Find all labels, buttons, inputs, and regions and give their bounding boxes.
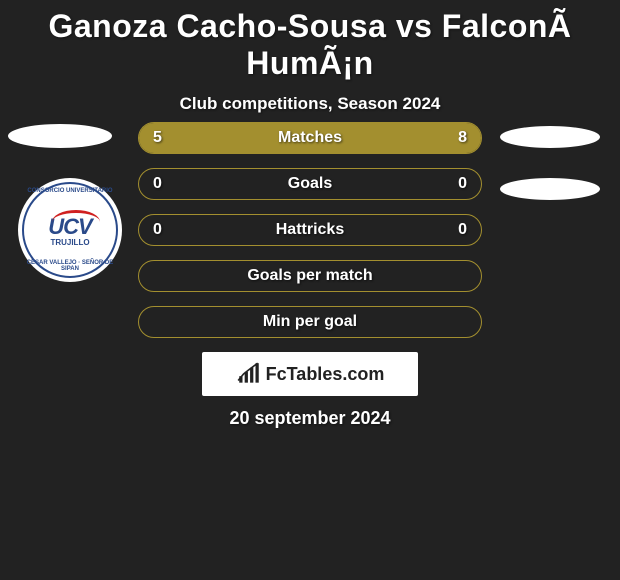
stat-right-value: 0 <box>458 221 467 239</box>
stat-row: Min per goal <box>138 306 482 338</box>
stat-right-value: 8 <box>458 129 467 147</box>
stat-right-value: 0 <box>458 175 467 193</box>
team-right-badge-1 <box>500 126 600 148</box>
page-title: Ganoza Cacho-Sousa vs FalconÃ HumÃ¡n <box>0 0 620 82</box>
stat-row: 5Matches8 <box>138 122 482 154</box>
logo-main-text: UCV <box>48 214 91 240</box>
stat-row: 0Hattricks0 <box>138 214 482 246</box>
logo-arc-text-top: CONSORCIO UNIVERSITARIO <box>18 188 122 194</box>
team-left-badge-top <box>8 124 112 148</box>
stats-container: 5Matches80Goals00Hattricks0Goals per mat… <box>138 122 482 352</box>
team-left-logo: CONSORCIO UNIVERSITARIO UCV TRUJILLO CES… <box>18 178 122 282</box>
date-text: 20 september 2024 <box>0 408 620 429</box>
stat-label: Hattricks <box>139 221 481 239</box>
branding-text: FcTables.com <box>266 364 385 385</box>
chart-icon <box>236 361 262 387</box>
stat-label: Goals <box>139 175 481 193</box>
stat-row: 0Goals0 <box>138 168 482 200</box>
branding-badge: FcTables.com <box>202 352 418 396</box>
stat-label: Min per goal <box>139 313 481 331</box>
stat-label: Goals per match <box>139 267 481 285</box>
stat-row: Goals per match <box>138 260 482 292</box>
logo-arc-text-bot: CESAR VALLEJO · SEÑOR DE SIPAN <box>18 260 122 272</box>
subtitle: Club competitions, Season 2024 <box>0 94 620 114</box>
team-right-badge-2 <box>500 178 600 200</box>
stat-label: Matches <box>139 129 481 147</box>
